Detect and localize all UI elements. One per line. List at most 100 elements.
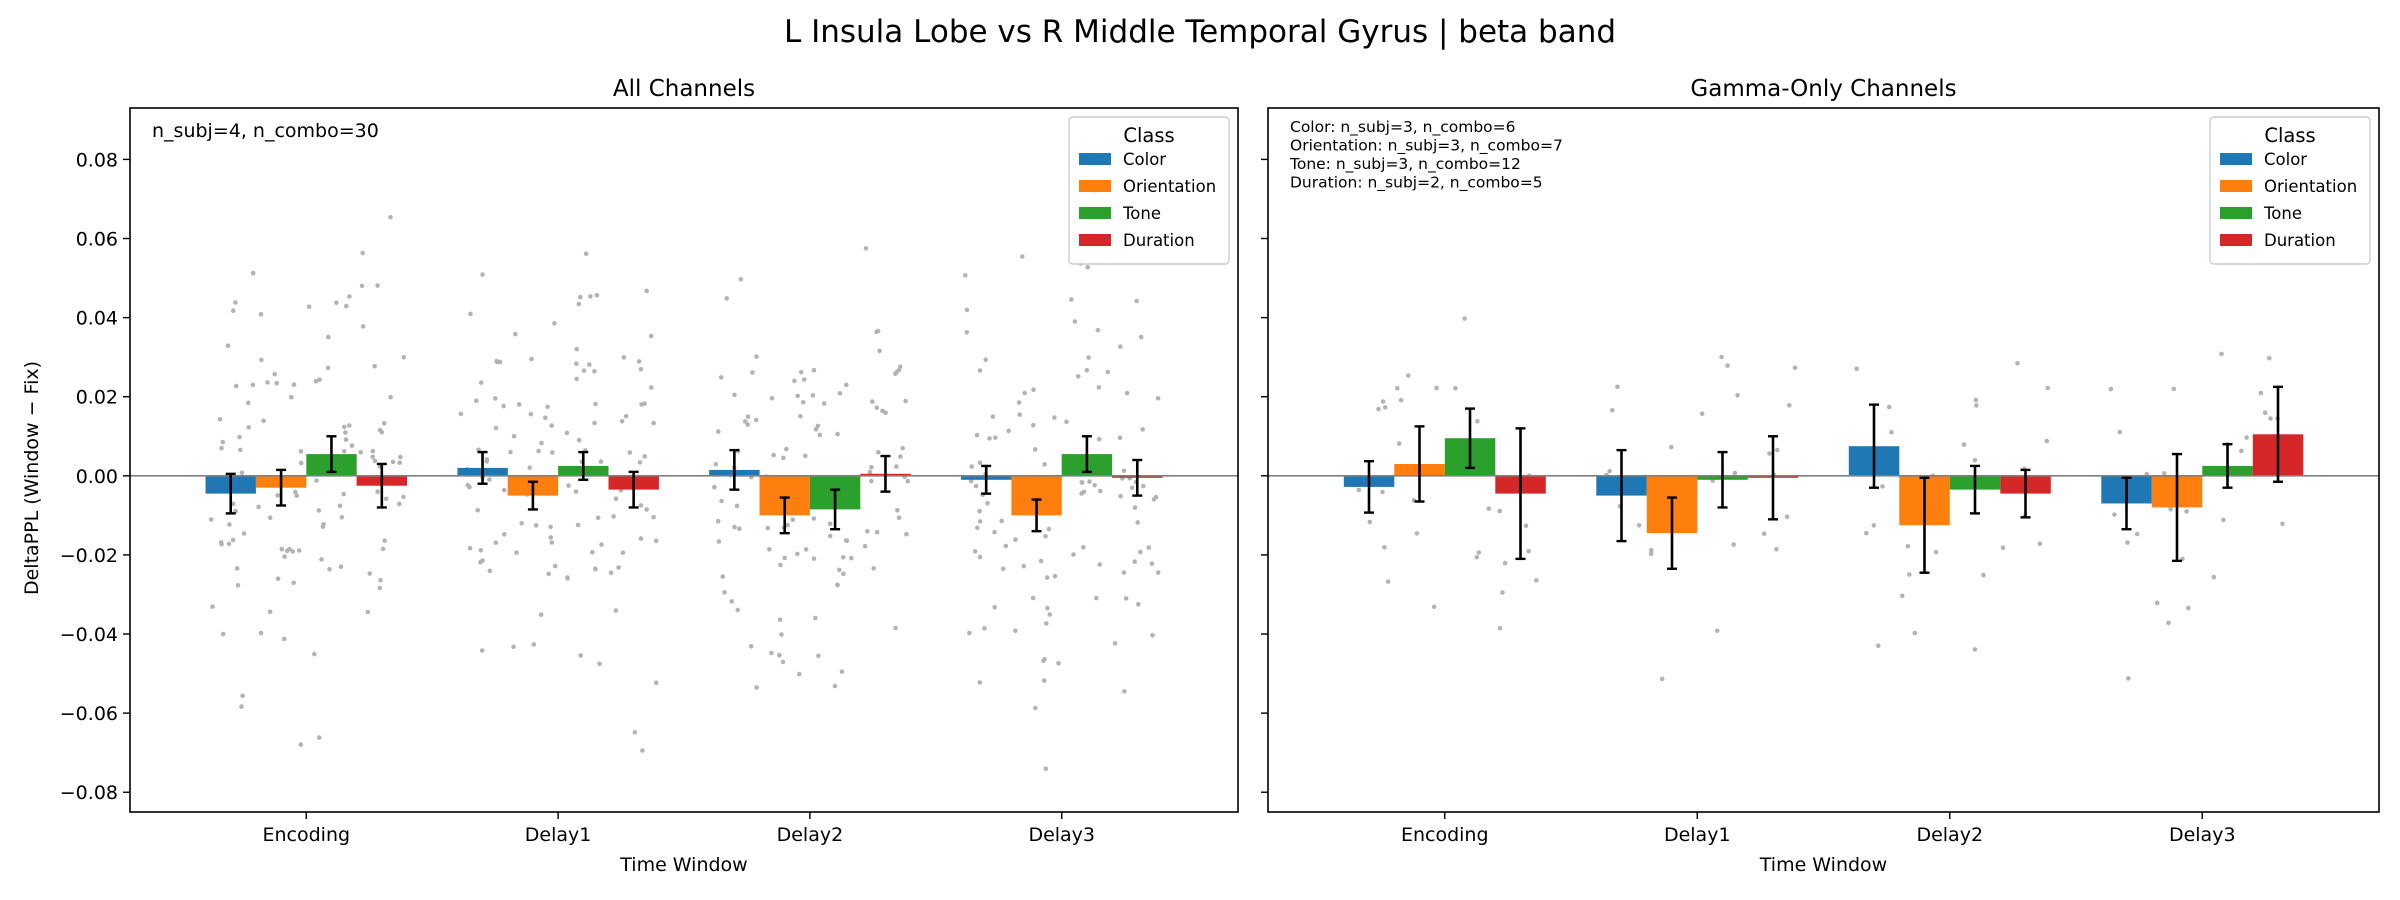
data-point	[548, 524, 553, 530]
data-point	[1020, 254, 1025, 259]
x-axis-label: Time Window	[1759, 854, 1887, 876]
data-point	[217, 416, 223, 422]
data-point	[1725, 363, 1730, 368]
data-point	[1398, 397, 1404, 403]
data-point	[1414, 531, 1420, 536]
data-point	[259, 357, 264, 363]
data-point	[583, 251, 589, 256]
data-point	[375, 283, 380, 288]
data-point	[1075, 374, 1081, 379]
data-point	[1087, 479, 1092, 484]
data-point	[769, 650, 774, 656]
data-point	[480, 558, 485, 563]
data-point	[548, 535, 553, 540]
data-point	[1972, 457, 1978, 463]
data-point	[903, 398, 908, 404]
data-point	[227, 522, 232, 527]
data-point	[1031, 422, 1036, 428]
data-point	[574, 376, 579, 382]
data-point	[347, 423, 352, 428]
data-point	[1669, 444, 1674, 450]
data-point	[590, 550, 595, 555]
data-point	[1636, 523, 1642, 528]
data-point	[1013, 537, 1018, 542]
data-point	[1864, 530, 1869, 536]
data-point	[1431, 604, 1437, 610]
data-point	[475, 507, 481, 513]
data-point	[2134, 531, 2140, 537]
data-point	[1972, 647, 1978, 652]
data-point	[1124, 390, 1130, 396]
data-point	[1854, 366, 1859, 372]
data-point	[1500, 590, 1505, 595]
data-point	[2211, 574, 2217, 580]
data-point	[1112, 641, 1118, 646]
data-point	[729, 599, 734, 604]
data-point	[724, 296, 729, 301]
data-point	[467, 545, 473, 551]
data-point	[895, 508, 900, 513]
data-point	[480, 272, 485, 277]
data-point	[225, 343, 231, 349]
x-tick-label: Delay2	[1916, 824, 1983, 846]
data-point	[595, 515, 601, 521]
data-point	[1086, 355, 1091, 360]
data-point	[1129, 485, 1135, 491]
data-point	[599, 542, 604, 547]
data-point	[293, 489, 298, 495]
data-point	[754, 354, 759, 359]
data-point	[798, 369, 804, 375]
data-point	[1000, 566, 1006, 572]
data-point	[870, 399, 875, 404]
y-tick-label: 0.04	[76, 308, 118, 330]
data-point	[1474, 554, 1480, 560]
data-point	[493, 425, 499, 431]
data-point	[651, 514, 656, 520]
data-point	[800, 400, 806, 405]
data-point	[627, 450, 633, 455]
data-point	[388, 394, 393, 400]
data-point	[621, 355, 627, 360]
data-point	[1534, 577, 1539, 583]
legend-title: Class	[2264, 124, 2315, 147]
data-point	[2044, 438, 2050, 444]
annotation-text: Color: n_subj=3, n_combo=6	[1290, 118, 1516, 137]
data-point	[815, 423, 821, 429]
data-point	[1659, 676, 1665, 682]
x-axis-label: Time Window	[619, 854, 747, 876]
data-point	[592, 420, 597, 426]
data-point	[811, 367, 817, 373]
data-point	[1071, 552, 1076, 557]
data-point	[767, 547, 772, 552]
data-point	[511, 433, 517, 439]
y-tick-label: −0.06	[60, 703, 118, 725]
data-point	[2262, 410, 2268, 416]
data-point	[712, 484, 717, 490]
data-point	[713, 461, 719, 467]
data-point	[578, 653, 583, 658]
data-point	[565, 575, 570, 580]
data-point	[533, 523, 539, 528]
data-point	[1046, 526, 1052, 532]
data-point	[640, 748, 645, 753]
data-point	[401, 355, 407, 360]
data-point	[969, 464, 974, 469]
data-point	[2154, 600, 2160, 606]
data-point	[1117, 435, 1123, 441]
data-point	[261, 418, 266, 424]
data-point	[516, 402, 522, 407]
data-point	[1889, 429, 1894, 435]
data-point	[632, 730, 638, 735]
data-point	[1085, 264, 1090, 270]
data-point	[594, 293, 600, 298]
data-point	[1871, 523, 1877, 528]
data-point	[1105, 369, 1111, 375]
data-point	[370, 448, 376, 454]
data-point	[835, 582, 840, 588]
data-point	[982, 626, 987, 631]
data-point	[977, 460, 983, 466]
data-point	[1900, 593, 1905, 599]
data-point	[2125, 540, 2130, 545]
data-point	[220, 631, 226, 637]
data-point	[849, 555, 854, 561]
